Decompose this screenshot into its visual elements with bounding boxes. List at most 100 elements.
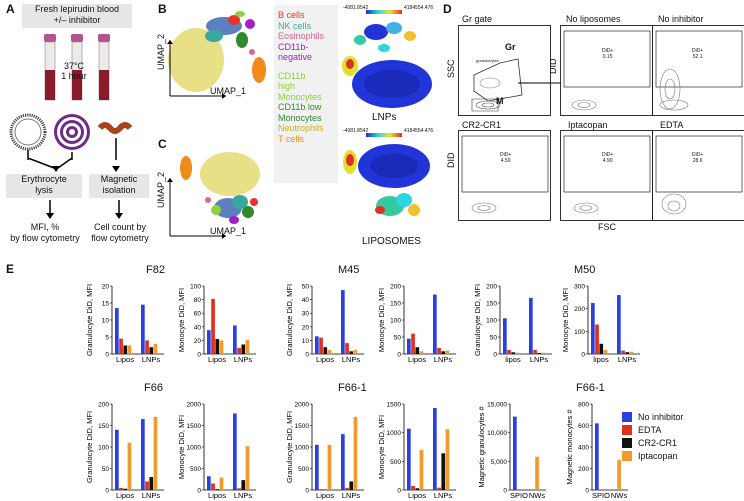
bar-edta: [411, 485, 415, 490]
bar-cr2-cr1: [215, 339, 220, 354]
umap-axes-c: [167, 178, 226, 239]
magnetic-isolation-box: Magnetic isolation: [89, 174, 149, 198]
bar-cr2-cr1: [241, 480, 246, 490]
y-tick-label: 0: [197, 352, 201, 359]
scale-bar-c: [366, 133, 402, 137]
x-tick-label: Lipos: [408, 491, 426, 500]
erythrocyte-line1: Erythrocyte: [21, 174, 67, 184]
bar-cr2-cr1: [415, 347, 420, 354]
group-title-f66: F66: [144, 382, 163, 394]
legend-label-cr2-cr1: CR2-CR1: [638, 437, 678, 448]
bar-cr2-cr1: [349, 351, 354, 354]
arrows-to-readout: [46, 200, 123, 219]
erythrocyte-lysis-box: Erythrocyte lysis: [6, 174, 82, 198]
x-tick-label: SPIO: [592, 491, 610, 500]
bar-no-inhibitor: [141, 304, 145, 354]
val-iptacopan: DiD+ 4.90: [602, 152, 613, 164]
legend-cd11b-low-2: Monocytes: [278, 112, 322, 123]
y-tick-label: 0: [493, 352, 497, 359]
bar-edta: [119, 487, 123, 490]
lnp-map-title: LNPs: [372, 112, 397, 123]
y-tick-label: 20: [102, 284, 110, 291]
panel-c-label: C: [158, 137, 167, 151]
legend-cd11b-neg-2: negative: [278, 52, 313, 62]
did-val-2: 52.1: [692, 54, 703, 60]
legend-cd11b-high-3: Monocytes: [278, 91, 322, 102]
y-tick-label: 50: [394, 335, 402, 342]
scale-max-c: 4184554.476: [404, 128, 434, 134]
bar-no-inhibitor: [503, 318, 507, 354]
bar-cr2-cr1: [149, 477, 154, 490]
bar-edta: [533, 349, 537, 354]
legend-swatch-iptacopan: [622, 450, 632, 461]
y-tick-label: 0: [105, 488, 109, 495]
bar-edta: [621, 350, 625, 354]
blood-box-line2: +/– inhibitor: [53, 15, 101, 25]
y-tick-label: 10,000: [487, 430, 507, 437]
bar-edta: [319, 489, 323, 490]
x-tick-label: Lipos: [116, 355, 134, 364]
bar-no-inhibitor: [141, 419, 145, 490]
bar-edta: [237, 488, 241, 490]
legend-swatch-cr2-cr1: [622, 437, 632, 448]
x-tick-label: Lipos: [316, 355, 334, 364]
flow-plots-row2: [458, 130, 744, 221]
x-tick-label: Lipos: [208, 491, 226, 500]
y-tick-label: 150: [390, 301, 401, 308]
did-label-1: DiD+: [602, 48, 614, 54]
bar-no-inhibitor: [433, 408, 437, 490]
erythrocyte-line2: lysis: [35, 185, 53, 195]
flow-title-cr2-cr1: CR2-CR1: [462, 120, 502, 130]
y-tick-label: 200: [574, 306, 585, 313]
tube-left: [44, 34, 56, 101]
gate-note: granulocytes: [476, 58, 499, 63]
legend-entry-iptacopan: Iptacopan: [622, 449, 732, 462]
x-tick-label: Lipos: [408, 355, 426, 364]
bar-no-inhibitor: [591, 303, 595, 354]
x-tick-label: LNPs: [434, 355, 453, 364]
bar-iptacopan: [603, 349, 608, 354]
x-tick-label: LNPs: [142, 491, 161, 500]
umap-clusters-c: [180, 152, 260, 224]
bar-iptacopan: [353, 416, 358, 490]
umap-x-label-b: UMAP_1: [210, 86, 247, 96]
count-readout: Cell count by flow cytometry: [84, 222, 156, 244]
bar-cr2-cr1: [625, 352, 630, 354]
bar-iptacopan: [419, 351, 424, 354]
bar-no-inhibitor: [341, 290, 345, 354]
legend-label-no-inhibitor: No inhibitor: [638, 411, 684, 422]
blood-tubes-figure: [44, 34, 110, 101]
bar-no-inhibitor: [407, 428, 411, 490]
bar-cr2-cr1: [123, 345, 128, 354]
bar-no-inhibitor: [529, 297, 533, 354]
y-tick-label: 80: [194, 297, 202, 304]
bar-iptacopan: [541, 352, 546, 354]
bar-no-inhibitor: [513, 416, 517, 490]
y-tick-label: 50: [102, 466, 110, 473]
bar-iptacopan: [153, 416, 158, 490]
bar-cr2-cr1: [149, 347, 154, 354]
bar-iptacopan: [327, 349, 332, 354]
y-tick-label: 0: [397, 352, 401, 359]
bar-edta: [507, 349, 511, 354]
bar-edta: [145, 481, 149, 490]
y-axis-label: Monocyte DiD, MFI: [177, 415, 186, 479]
y-tick-label: 200: [486, 284, 497, 291]
bar-no-inhibitor: [207, 330, 211, 354]
y-tick-label: 5,000: [491, 459, 508, 466]
panel-b-label: B: [158, 2, 167, 16]
y-tick-label: 100: [486, 318, 497, 325]
x-tick-label: LNPs: [234, 355, 253, 364]
cell-type-legend: B cells NK cells Eosinophils CD11b- nega…: [274, 5, 338, 183]
bar-iptacopan: [245, 446, 250, 490]
y-axis-label: Granulocyte DiD, MFI: [473, 284, 482, 356]
y-axis-label: Monocyte DiD, MFI: [177, 288, 186, 352]
bar-iptacopan: [245, 339, 250, 354]
bar-no-inhibitor: [115, 429, 119, 490]
did-label-5: DiD+: [692, 152, 704, 158]
bar-edta: [437, 347, 441, 354]
group-title-f66-1a: F66-1: [338, 382, 367, 394]
y-tick-label: 200: [98, 402, 109, 409]
umap-x-label-c: UMAP_1: [210, 226, 247, 236]
y-axis-label: Granulocyte DiD, MFI: [285, 284, 294, 356]
